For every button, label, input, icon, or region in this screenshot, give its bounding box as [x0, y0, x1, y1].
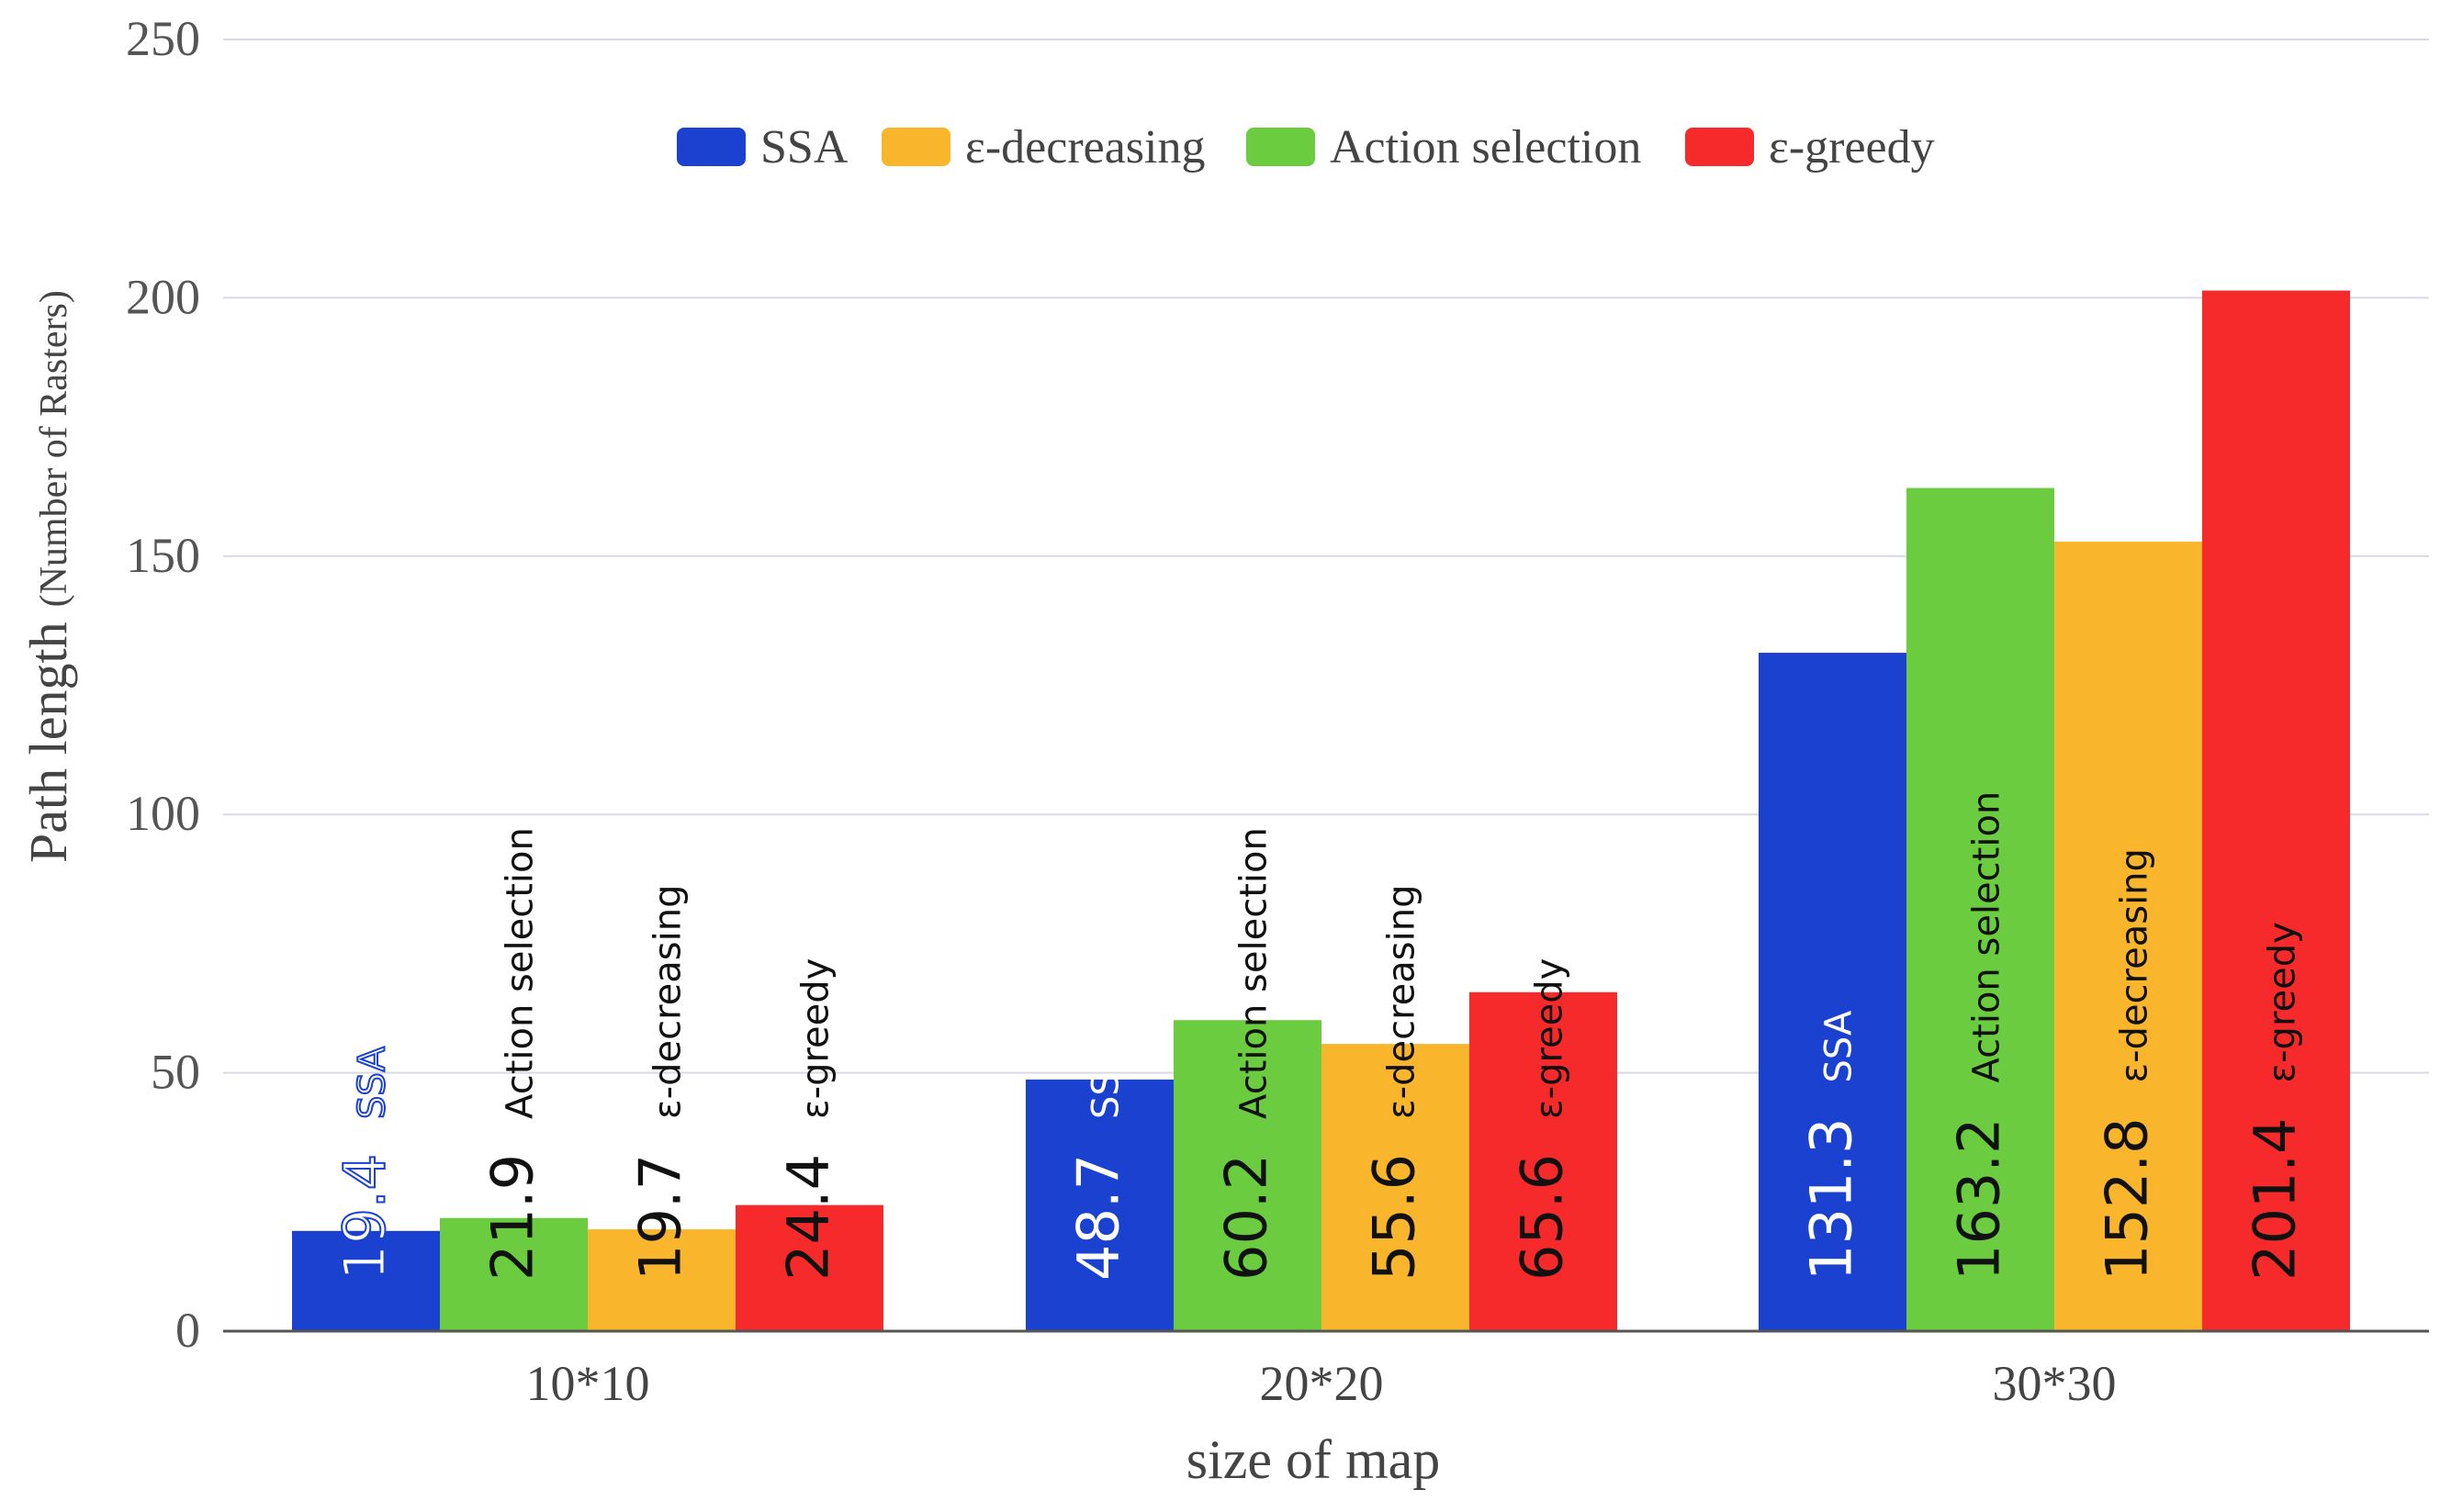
value-label: 55.6	[1361, 1154, 1428, 1281]
y-tick-label-100: 100	[126, 786, 200, 841]
bar-group-20-20: 48.7 SSA 60.2 Action selection 55.6 ε-decreas…	[1026, 827, 1617, 1331]
bar-label-action-selection-20-20: 60.2 Action selection	[1213, 827, 1280, 1281]
bar-group-10-10: 19.4 SSA 21.9 Action selection 19.7 ε-decreas…	[292, 827, 883, 1331]
series-name-label: ε-greedy	[1529, 958, 1571, 1119]
legend-swatch-action-selection	[1246, 128, 1315, 166]
y-tick-label-0: 0	[175, 1303, 200, 1358]
bar-epsilon-decreasing-10-10	[588, 1229, 736, 1331]
value-label: 131.3	[1798, 1118, 1865, 1282]
legend-label-epsilon-greedy: ε-greedy	[1769, 121, 1935, 174]
y-tick-label-200: 200	[126, 269, 200, 324]
series-name-label: ε-greedy	[795, 958, 838, 1119]
series-name-label: Action selection	[500, 827, 542, 1119]
value-label: 24.4	[775, 1154, 842, 1281]
bar-action-selection-20-20	[1174, 1020, 1321, 1331]
legend-label-ssa: SSA	[760, 121, 849, 174]
bar-label-epsilon-decreasing-20-20: 55.6 ε-decreasing	[1361, 885, 1428, 1281]
series-name-label: ε-greedy	[2262, 922, 2304, 1082]
value-label: 60.2	[1213, 1154, 1280, 1281]
y-tick-label-250: 250	[126, 11, 200, 66]
bar-ssa-10-10	[292, 1230, 440, 1331]
bar-label-epsilon-greedy-20-20: 65.6 ε-greedy	[1509, 958, 1576, 1281]
series-name-label: Action selection	[1233, 827, 1276, 1119]
series-name-label: ε-decreasing	[1381, 885, 1423, 1119]
bar-ssa-20-20	[1026, 1079, 1174, 1331]
value-label: 19.7	[627, 1154, 694, 1281]
value-label: 48.7	[1065, 1154, 1132, 1281]
legend-item-epsilon-decreasing: ε-decreasing	[882, 121, 1205, 174]
series-name-label: SSA	[1085, 1046, 1128, 1119]
series-name-label: Action selection	[1966, 791, 2008, 1083]
series-name-label: ε-decreasing	[647, 885, 690, 1119]
y-tick-label-150: 150	[126, 528, 200, 583]
bar-label-epsilon-decreasing-30-30: 152.8 ε-decreasing	[2094, 848, 2161, 1281]
bar-ssa-30-30	[1759, 653, 1906, 1331]
bar-action-selection-10-10	[440, 1217, 588, 1331]
legend: SSA ε-decreasing Action selection ε-greedy	[677, 121, 1935, 174]
y-axis-label: Path length (Number of Rasters)	[18, 290, 78, 863]
x-tick-label-20-20: 20*20	[1260, 1356, 1384, 1411]
bar-epsilon-greedy-30-30	[2202, 290, 2350, 1332]
bar-label-action-selection-30-30: 163.2 Action selection	[1946, 791, 2013, 1281]
bar-label-ssa-20-20: 48.7 SSA	[1065, 1046, 1132, 1281]
bar-label-epsilon-greedy-10-10: 24.4 ε-greedy	[775, 958, 842, 1281]
x-tick-label-10-10: 10*10	[526, 1356, 650, 1411]
legend-swatch-ssa	[677, 128, 746, 166]
bar-epsilon-greedy-10-10	[736, 1204, 883, 1331]
legend-label-action-selection: Action selection	[1330, 121, 1641, 174]
series-name-label: SSA	[352, 1046, 394, 1119]
bars: 19.4 SSA 21.9 Action selection 19.7 ε-decreas…	[292, 290, 2350, 1332]
value-label: 163.2	[1946, 1118, 2013, 1282]
bar-label-ssa-30-30: 131.3 SSA	[1798, 1010, 1865, 1281]
bar-label-action-selection-10-10: 21.9 Action selection	[479, 827, 546, 1281]
value-label: 152.8	[2094, 1118, 2161, 1282]
value-label: 65.6	[1509, 1154, 1576, 1281]
bar-group-30-30: 131.3 SSA 163.2 Action selection 152.8 ε-decr…	[1759, 290, 2350, 1332]
legend-swatch-epsilon-decreasing	[882, 128, 950, 166]
bar-epsilon-decreasing-20-20	[1321, 1044, 1469, 1331]
legend-label-epsilon-decreasing: ε-decreasing	[965, 121, 1205, 174]
bar-label-epsilon-greedy-30-30: 201.4 ε-greedy	[2242, 922, 2309, 1281]
y-tick-label-50: 50	[151, 1045, 200, 1100]
y-axis-label-main: Path length	[18, 622, 78, 863]
x-tick-labels: 10*10 20*20 30*30	[526, 1356, 2117, 1411]
legend-item-action-selection: Action selection	[1246, 121, 1641, 174]
x-tick-label-30-30: 30*30	[1993, 1356, 2117, 1411]
y-axis-label-sub: (Number of Rasters)	[33, 290, 75, 607]
bar-label-ssa-10-10: 19.4 SSA	[332, 1046, 399, 1281]
series-name-label: ε-decreasing	[2114, 848, 2156, 1082]
value-label: 19.4	[332, 1154, 399, 1281]
bar-action-selection-30-30	[1906, 487, 2054, 1331]
x-axis-label: size of map	[1186, 1429, 1441, 1490]
value-label: 201.4	[2242, 1118, 2309, 1282]
y-tick-labels: 0 50 100 150 200 250	[126, 11, 200, 1358]
legend-item-ssa: SSA	[677, 121, 849, 174]
legend-swatch-epsilon-greedy	[1685, 128, 1754, 166]
legend-item-epsilon-greedy: ε-greedy	[1685, 121, 1935, 174]
value-label: 21.9	[479, 1154, 546, 1281]
bar-epsilon-greedy-20-20	[1469, 991, 1617, 1331]
bar-epsilon-decreasing-30-30	[2054, 542, 2202, 1331]
series-name-label: SSA	[1818, 1010, 1861, 1083]
bar-label-epsilon-decreasing-10-10: 19.7 ε-decreasing	[627, 885, 694, 1281]
